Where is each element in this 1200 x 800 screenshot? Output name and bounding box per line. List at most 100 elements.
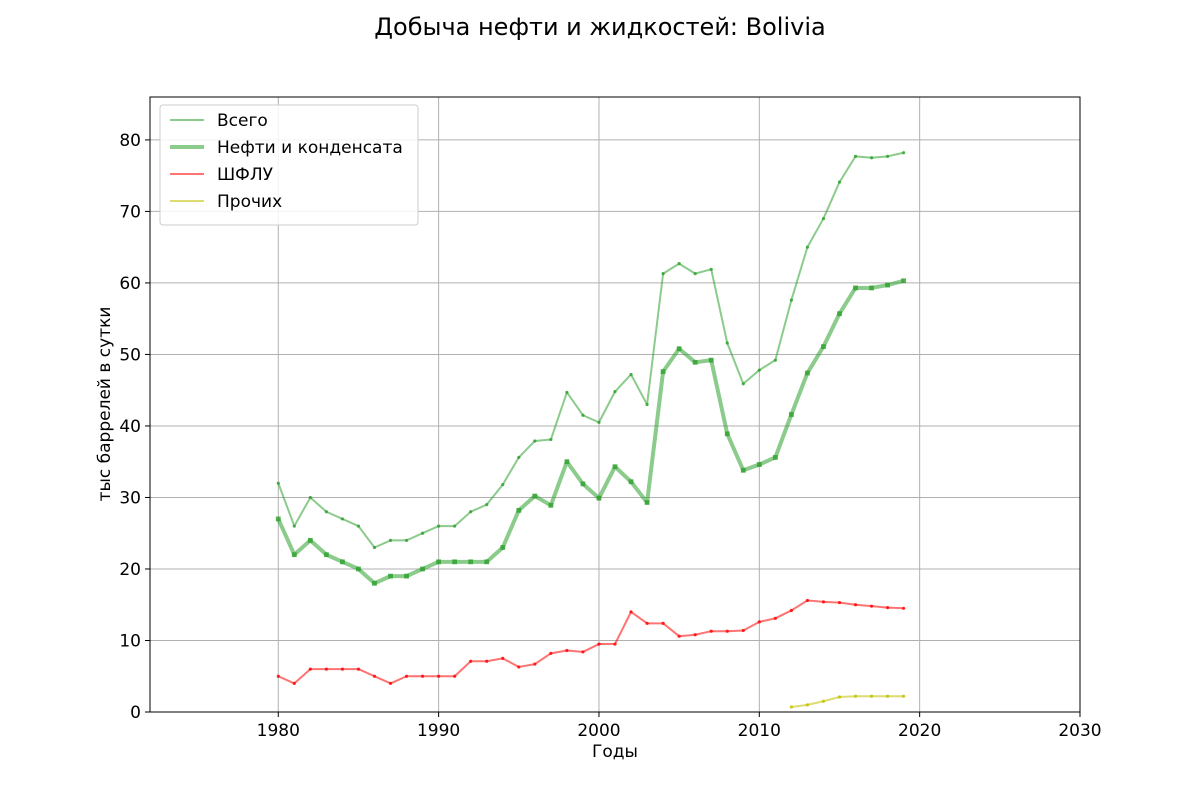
data-point bbox=[902, 694, 906, 698]
data-point bbox=[276, 674, 280, 678]
data-point bbox=[821, 699, 826, 703]
data-point bbox=[340, 559, 345, 565]
data-point bbox=[709, 629, 713, 633]
data-point bbox=[500, 545, 506, 550]
data-point bbox=[372, 580, 377, 586]
y-tick-label: 60 bbox=[119, 274, 141, 294]
legend: Всего Нефти и конденсата ШФЛУ Прочих bbox=[159, 104, 419, 226]
data-point bbox=[757, 620, 761, 624]
data-point bbox=[725, 341, 729, 345]
data-point bbox=[661, 272, 665, 276]
data-point bbox=[596, 495, 602, 501]
data-point bbox=[853, 694, 858, 698]
data-point bbox=[869, 604, 874, 608]
series-2 bbox=[275, 278, 907, 586]
data-point bbox=[356, 524, 361, 528]
data-point bbox=[276, 481, 280, 485]
data-point bbox=[693, 272, 697, 276]
data-point bbox=[692, 359, 698, 365]
data-point bbox=[756, 462, 762, 467]
data-point bbox=[485, 503, 489, 507]
data-point bbox=[788, 412, 794, 417]
data-point bbox=[789, 705, 793, 709]
data-point bbox=[404, 573, 409, 579]
data-point bbox=[805, 245, 810, 249]
series-line bbox=[277, 599, 904, 685]
data-point bbox=[773, 358, 777, 362]
data-point bbox=[885, 694, 890, 698]
data-point bbox=[885, 605, 890, 610]
data-point bbox=[677, 262, 681, 266]
data-point bbox=[549, 651, 553, 655]
legend-label: Нефти и конденсата bbox=[217, 138, 403, 158]
data-point bbox=[356, 566, 361, 572]
data-point bbox=[853, 603, 858, 607]
data-point bbox=[676, 346, 682, 352]
y-tick-label: 50 bbox=[119, 345, 141, 365]
data-point bbox=[612, 464, 618, 470]
data-point bbox=[517, 665, 521, 669]
data-point bbox=[532, 493, 538, 499]
data-point bbox=[549, 437, 553, 442]
x-tick-label: 1980 bbox=[257, 721, 300, 741]
data-point bbox=[388, 573, 393, 579]
series-line bbox=[277, 151, 904, 549]
data-point bbox=[485, 659, 489, 663]
data-point bbox=[837, 180, 842, 184]
data-point bbox=[725, 629, 729, 633]
data-point bbox=[709, 267, 713, 271]
data-point bbox=[708, 357, 714, 363]
plot-area-frame bbox=[149, 96, 1081, 713]
series-3 bbox=[276, 598, 906, 685]
data-point bbox=[404, 538, 409, 542]
data-point bbox=[340, 667, 345, 671]
data-point bbox=[437, 524, 441, 528]
data-point bbox=[324, 667, 328, 671]
data-point bbox=[805, 703, 810, 707]
data-point bbox=[789, 298, 793, 302]
data-point bbox=[516, 507, 522, 513]
data-point bbox=[453, 524, 457, 528]
data-point bbox=[757, 368, 761, 372]
data-point bbox=[356, 667, 361, 671]
data-point bbox=[292, 681, 296, 685]
data-point bbox=[597, 642, 601, 646]
data-point bbox=[308, 495, 312, 500]
data-point bbox=[372, 674, 377, 678]
data-point bbox=[436, 559, 442, 565]
series-layer bbox=[275, 151, 907, 709]
data-point bbox=[565, 390, 569, 394]
data-point bbox=[324, 510, 328, 514]
x-tick-label: 2030 bbox=[1058, 721, 1101, 741]
data-point bbox=[437, 674, 441, 678]
data-point bbox=[275, 516, 281, 522]
legend-box bbox=[159, 104, 419, 226]
data-point bbox=[548, 502, 554, 508]
data-point bbox=[517, 455, 521, 460]
data-point bbox=[629, 610, 633, 614]
data-point bbox=[372, 545, 377, 550]
y-tick-label: 30 bbox=[119, 488, 141, 508]
data-point bbox=[340, 517, 345, 521]
legend-label: Прочих bbox=[217, 192, 282, 212]
data-point bbox=[805, 598, 810, 603]
data-point bbox=[741, 628, 745, 633]
data-point bbox=[307, 537, 313, 543]
ticks: 1980 1990 2000 2010 2020 20300102030405060708… bbox=[119, 131, 1101, 741]
data-point bbox=[565, 648, 569, 653]
y-tick-label: 20 bbox=[119, 560, 141, 580]
data-point bbox=[724, 431, 730, 437]
data-point bbox=[469, 659, 473, 663]
data-point bbox=[821, 344, 826, 349]
legend-label: ШФЛУ bbox=[217, 165, 274, 185]
data-point bbox=[805, 370, 810, 376]
data-point bbox=[323, 552, 329, 558]
data-point bbox=[420, 531, 425, 535]
x-tick-label: 2020 bbox=[898, 721, 941, 741]
data-point bbox=[533, 439, 537, 443]
data-point bbox=[837, 600, 842, 605]
data-point bbox=[853, 154, 858, 158]
data-point bbox=[501, 482, 505, 487]
data-point bbox=[613, 642, 617, 646]
